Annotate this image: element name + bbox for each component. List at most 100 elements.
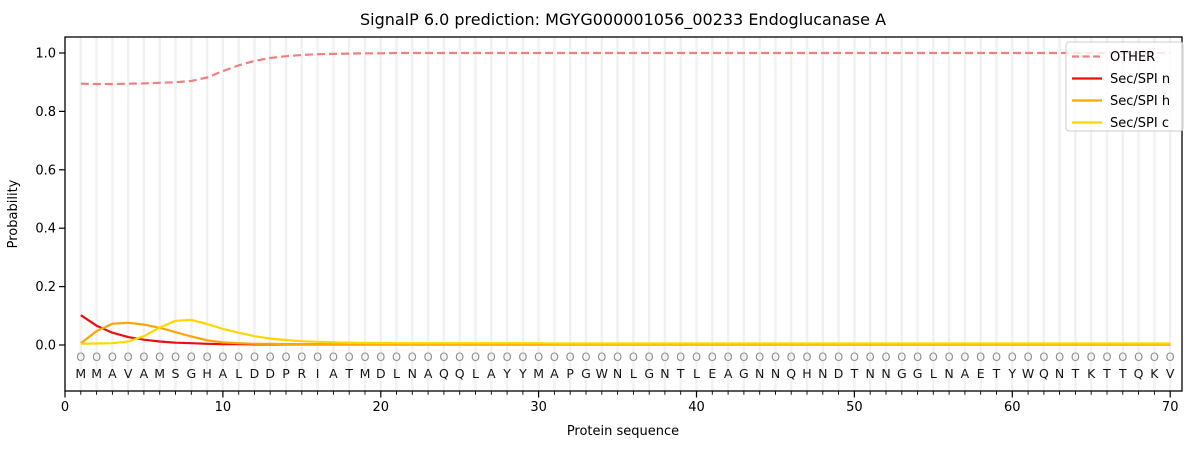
residue-predicted-label: O: [345, 350, 354, 364]
residue-letter: G: [913, 366, 923, 381]
residue-letter: V: [124, 366, 133, 381]
residue-predicted-label: O: [155, 350, 164, 364]
x-tick-label: 30: [530, 400, 547, 415]
legend-label-other: OTHER: [1110, 50, 1155, 65]
x-tick-label: 70: [1162, 400, 1179, 415]
residue-letter: G: [897, 366, 907, 381]
residue-predicted-label: O: [660, 350, 669, 364]
residue-predicted-label: O: [376, 350, 385, 364]
residue-letter: D: [250, 366, 260, 381]
legend-label-sec-spi-c: Sec/SPI c: [1110, 116, 1169, 131]
residue-predicted-label: O: [218, 350, 227, 364]
residue-letter: Y: [1007, 366, 1016, 381]
residue-letter: A: [108, 366, 117, 381]
residue-predicted-label: O: [818, 350, 827, 364]
residue-letter: L: [630, 366, 637, 381]
residue-letter: T: [1071, 366, 1080, 381]
residue-predicted-label: O: [771, 350, 780, 364]
residue-predicted-label: O: [613, 350, 622, 364]
residue-letter: M: [533, 366, 544, 381]
residue-letter: M: [154, 366, 165, 381]
residue-letter: N: [660, 366, 669, 381]
residue-letter: T: [676, 366, 685, 381]
residue-letter: L: [472, 366, 479, 381]
residue-predicted-label: O: [929, 350, 938, 364]
residue-letter: D: [376, 366, 386, 381]
series-line-sec-spi-n: [80, 314, 1171, 346]
residue-letter: A: [219, 366, 228, 381]
residue-letter: H: [802, 366, 811, 381]
residue-letter: T: [1118, 366, 1127, 381]
residue-letter: V: [1166, 366, 1175, 381]
residue-letter: L: [693, 366, 700, 381]
residue-predicted-label: O: [834, 350, 843, 364]
residue-predicted-label: O: [976, 350, 985, 364]
residue-letter: Y: [502, 366, 511, 381]
residue-letter: L: [393, 366, 400, 381]
residue-letter: H: [202, 366, 211, 381]
residue-letter: I: [316, 366, 320, 381]
residue-predicted-label: O: [1118, 350, 1127, 364]
residue-letter: N: [613, 366, 622, 381]
residue-letter: N: [1055, 366, 1064, 381]
residue-letter: G: [581, 366, 591, 381]
residue-letter: A: [487, 366, 496, 381]
residue-letter: T: [1102, 366, 1111, 381]
residue-letter: Q: [786, 366, 796, 381]
residue-letter: A: [550, 366, 559, 381]
x-tick-label: 40: [688, 400, 705, 415]
residue-predicted-label: O: [187, 350, 196, 364]
residue-predicted-label: O: [1039, 350, 1048, 364]
residue-predicted-label: O: [960, 350, 969, 364]
residue-letter: Q: [1039, 366, 1049, 381]
plot-border: [64, 36, 1183, 392]
residue-letter: Q: [1134, 366, 1144, 381]
residue-letter: M: [360, 366, 371, 381]
y-tick-label: 0.8: [35, 105, 56, 120]
sequence-row: OMOMOAOVOAOMOSOGOHOAOLODODOPOROIOAOTOMOD…: [75, 350, 1175, 381]
legend-label-sec-spi-h: Sec/SPI h: [1110, 94, 1170, 109]
residue-predicted-label: O: [692, 350, 701, 364]
chart-title: SignalP 6.0 prediction: MGYG000001056_00…: [360, 10, 886, 30]
residue-letter: K: [1087, 366, 1096, 381]
residue-predicted-label: O: [329, 350, 338, 364]
x-tick-label: 60: [1004, 400, 1021, 415]
residue-letter: E: [708, 366, 716, 381]
residue-predicted-label: O: [945, 350, 954, 364]
residue-predicted-label: O: [1166, 350, 1175, 364]
residue-predicted-label: O: [1087, 350, 1096, 364]
residue-letter: A: [961, 366, 970, 381]
y-axis-label: Probability: [6, 179, 21, 248]
axis-ticks: 0.0 0.2 0.4 0.6 0.8 1.0 0 10 20 30 40 50 60 70: [35, 47, 1178, 416]
residue-predicted-label: O: [171, 350, 180, 364]
x-tick-label: 20: [373, 400, 390, 415]
residue-letter: L: [235, 366, 242, 381]
residue-predicted-label: O: [1008, 350, 1017, 364]
residue-predicted-label: O: [424, 350, 433, 364]
residue-predicted-label: O: [802, 350, 811, 364]
residue-predicted-label: O: [92, 350, 101, 364]
y-tick-label: 1.0: [35, 47, 56, 62]
residue-predicted-label: O: [913, 350, 922, 364]
residue-predicted-label: O: [392, 350, 401, 364]
residue-letter: N: [408, 366, 417, 381]
residue-predicted-label: O: [281, 350, 290, 364]
residue-predicted-label: O: [266, 350, 275, 364]
y-tick-label: 0.2: [35, 280, 56, 295]
residue-letter: W: [596, 366, 608, 381]
residue-letter: K: [1150, 366, 1159, 381]
residue-predicted-label: O: [755, 350, 764, 364]
residue-letter: T: [344, 366, 353, 381]
x-tick-label: 50: [846, 400, 863, 415]
residue-predicted-label: O: [487, 350, 496, 364]
residue-letter: A: [724, 366, 733, 381]
residue-predicted-label: O: [108, 350, 117, 364]
residue-predicted-label: O: [866, 350, 875, 364]
residue-predicted-label: O: [566, 350, 575, 364]
residue-predicted-label: O: [124, 350, 133, 364]
residue-letter: N: [944, 366, 953, 381]
residue-letter: A: [424, 366, 433, 381]
y-tick-label: 0.0: [35, 339, 56, 354]
